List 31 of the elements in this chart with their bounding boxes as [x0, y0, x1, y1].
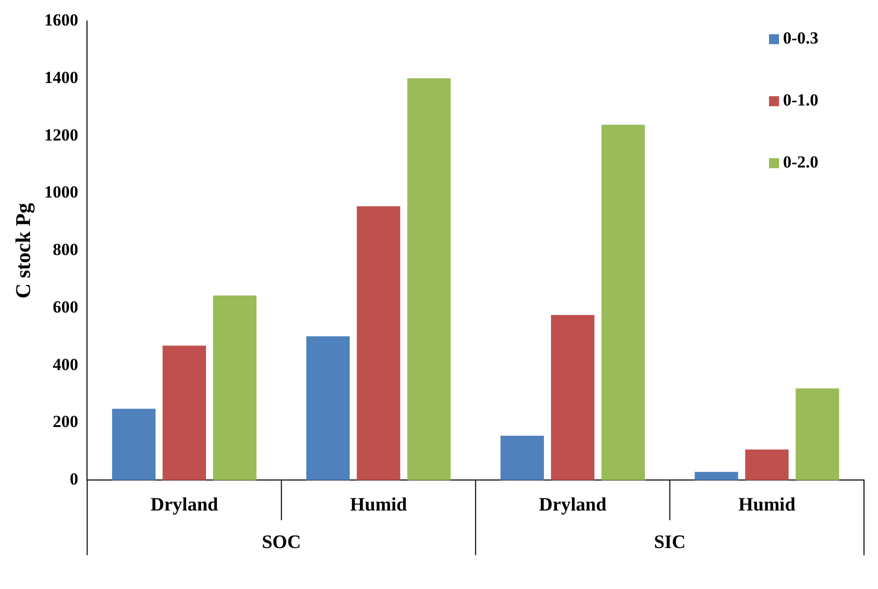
bar	[694, 472, 738, 480]
x-tick-label: Humid	[350, 494, 408, 516]
y-tick-label: 1000	[44, 182, 78, 202]
y-tick-label: 0	[70, 470, 78, 489]
y-tick-label: 800	[52, 240, 78, 260]
bar	[745, 450, 789, 480]
x-tick-label: Dryland	[150, 494, 219, 516]
text: SOC	[262, 532, 301, 554]
bar	[796, 388, 840, 480]
text: SIC	[654, 532, 686, 554]
bar	[500, 436, 544, 480]
legend-label: 0-1.0	[783, 90, 818, 110]
bar	[162, 346, 206, 480]
bar	[550, 314, 594, 480]
x-tick-label: Humid	[738, 494, 796, 516]
y-tick-label: 1400	[44, 68, 78, 87]
y-tick-label: 200	[52, 412, 78, 432]
bar	[601, 124, 645, 480]
bar	[407, 78, 451, 480]
x-tick-label: Dryland	[538, 494, 607, 516]
y-tick-label: 1200	[44, 125, 78, 144]
legend-label: 0-2.0	[783, 152, 818, 172]
y-axis-title: C stock Pg	[11, 202, 36, 299]
legend-label: 0-0.3	[783, 28, 818, 48]
y-tick-label: 400	[52, 354, 78, 374]
bar	[213, 295, 257, 480]
y-tick-label: 600	[52, 297, 78, 316]
bar	[306, 336, 350, 480]
bar	[112, 408, 156, 480]
bar	[356, 206, 400, 480]
y-tick-label: 1600	[44, 10, 78, 30]
